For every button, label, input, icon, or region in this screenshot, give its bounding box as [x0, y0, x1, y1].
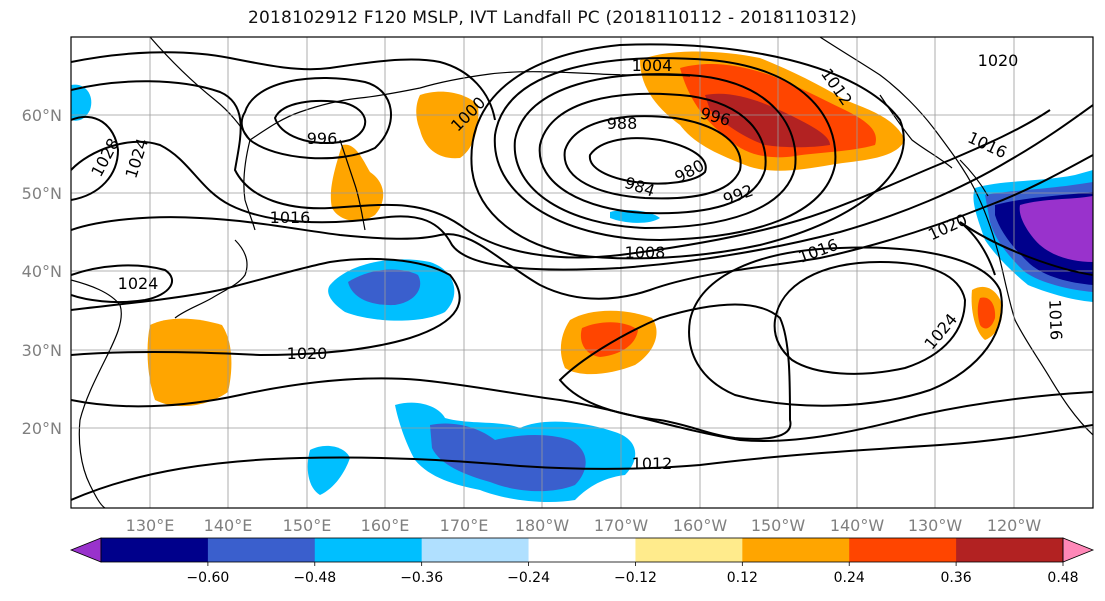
lon-label: 170°W	[594, 516, 649, 535]
ivt-positive-region	[705, 93, 830, 148]
ivt-negative-region	[348, 269, 421, 306]
contour-label: 1016	[1045, 299, 1065, 340]
colorbar-segment	[207, 538, 316, 562]
lat-label: 50°N	[22, 184, 62, 203]
colorbar-extend-min	[69, 537, 102, 563]
contour-label: 1020	[287, 344, 328, 363]
lat-label: 20°N	[22, 419, 62, 438]
colorbar-tick-label: 0.36	[941, 570, 972, 586]
colorbar-tick-label: 0.12	[727, 570, 758, 586]
colorbar-tick-label: 0.48	[1047, 570, 1078, 586]
colorbar-segment	[101, 538, 209, 562]
ivt-positive-region	[416, 91, 479, 159]
ivt-positive-region	[977, 297, 996, 329]
lon-label: 170°E	[440, 516, 489, 535]
mslp-contour	[538, 92, 767, 215]
lat-label: 40°N	[22, 262, 62, 281]
lon-label: 160°W	[673, 516, 728, 535]
contour-label: 1016	[270, 208, 311, 227]
lon-label: 150°W	[751, 516, 806, 535]
ivt-positive-region	[330, 144, 384, 221]
map-frame	[70, 36, 1094, 509]
colorbar-tick-label: −0.36	[400, 570, 443, 586]
contour-label: 988	[607, 114, 638, 133]
mslp-contour	[588, 137, 707, 185]
contour-label: 1012	[632, 454, 673, 473]
colorbar-segment	[849, 538, 957, 562]
lon-label: 160°E	[361, 516, 410, 535]
map-title: 2018102912 F120 MSLP, IVT Landfall PC (2…	[248, 8, 857, 28]
contour-label: 1024	[118, 274, 159, 293]
ivt-negative-region	[430, 423, 586, 492]
ivt-negative-region	[71, 84, 92, 121]
coastlines	[71, 37, 1093, 508]
colorbar-tick-label: 0.24	[834, 570, 865, 586]
mslp-contour	[273, 100, 367, 144]
colorbar-segment	[528, 538, 636, 562]
ivt-positive-region	[147, 318, 232, 407]
lon-label: 130°W	[908, 516, 963, 535]
colorbar-segment	[742, 538, 850, 562]
lat-label: 60°N	[22, 106, 62, 125]
colorbar-tick-label: −0.60	[186, 570, 229, 586]
lon-label: 130°E	[126, 516, 175, 535]
mslp-contours	[71, 43, 1093, 501]
mslp-contour	[240, 77, 392, 160]
contour-label: 996	[307, 129, 338, 148]
colorbar-segment	[421, 538, 530, 562]
lon-label: 150°E	[283, 516, 332, 535]
contour-label: 1008	[625, 243, 666, 262]
ivt-positive-region	[580, 322, 638, 357]
mslp-contour	[470, 43, 905, 260]
mslp-contour	[563, 115, 742, 200]
colorbar: −0.60 −0.48 −0.36 −0.24 −0.12 0.12 0.24 0.36 0.4…	[69, 537, 1095, 586]
colorbar-segment	[635, 538, 743, 562]
ivt-negative-region	[1019, 196, 1093, 262]
mslp-contour	[513, 73, 797, 230]
lon-label: 120°W	[987, 516, 1042, 535]
contour-label: 1004	[632, 56, 673, 75]
mslp-contour	[493, 57, 837, 242]
lon-label: 180°W	[515, 516, 570, 535]
colorbar-extend-max	[1062, 537, 1095, 563]
colorbar-tick-label: −0.48	[293, 570, 336, 586]
lat-label: 30°N	[22, 341, 62, 360]
lon-label: 140°W	[830, 516, 885, 535]
colorbar-tick-label: −0.24	[507, 570, 550, 586]
lon-label: 140°E	[204, 516, 253, 535]
contour-label: 1020	[978, 51, 1019, 70]
colorbar-tick-label: −0.12	[614, 570, 657, 586]
colorbar-segment	[314, 538, 423, 562]
graticule	[71, 37, 1093, 508]
colorbar-segment	[956, 538, 1064, 562]
colorbar-outline	[100, 537, 1064, 563]
